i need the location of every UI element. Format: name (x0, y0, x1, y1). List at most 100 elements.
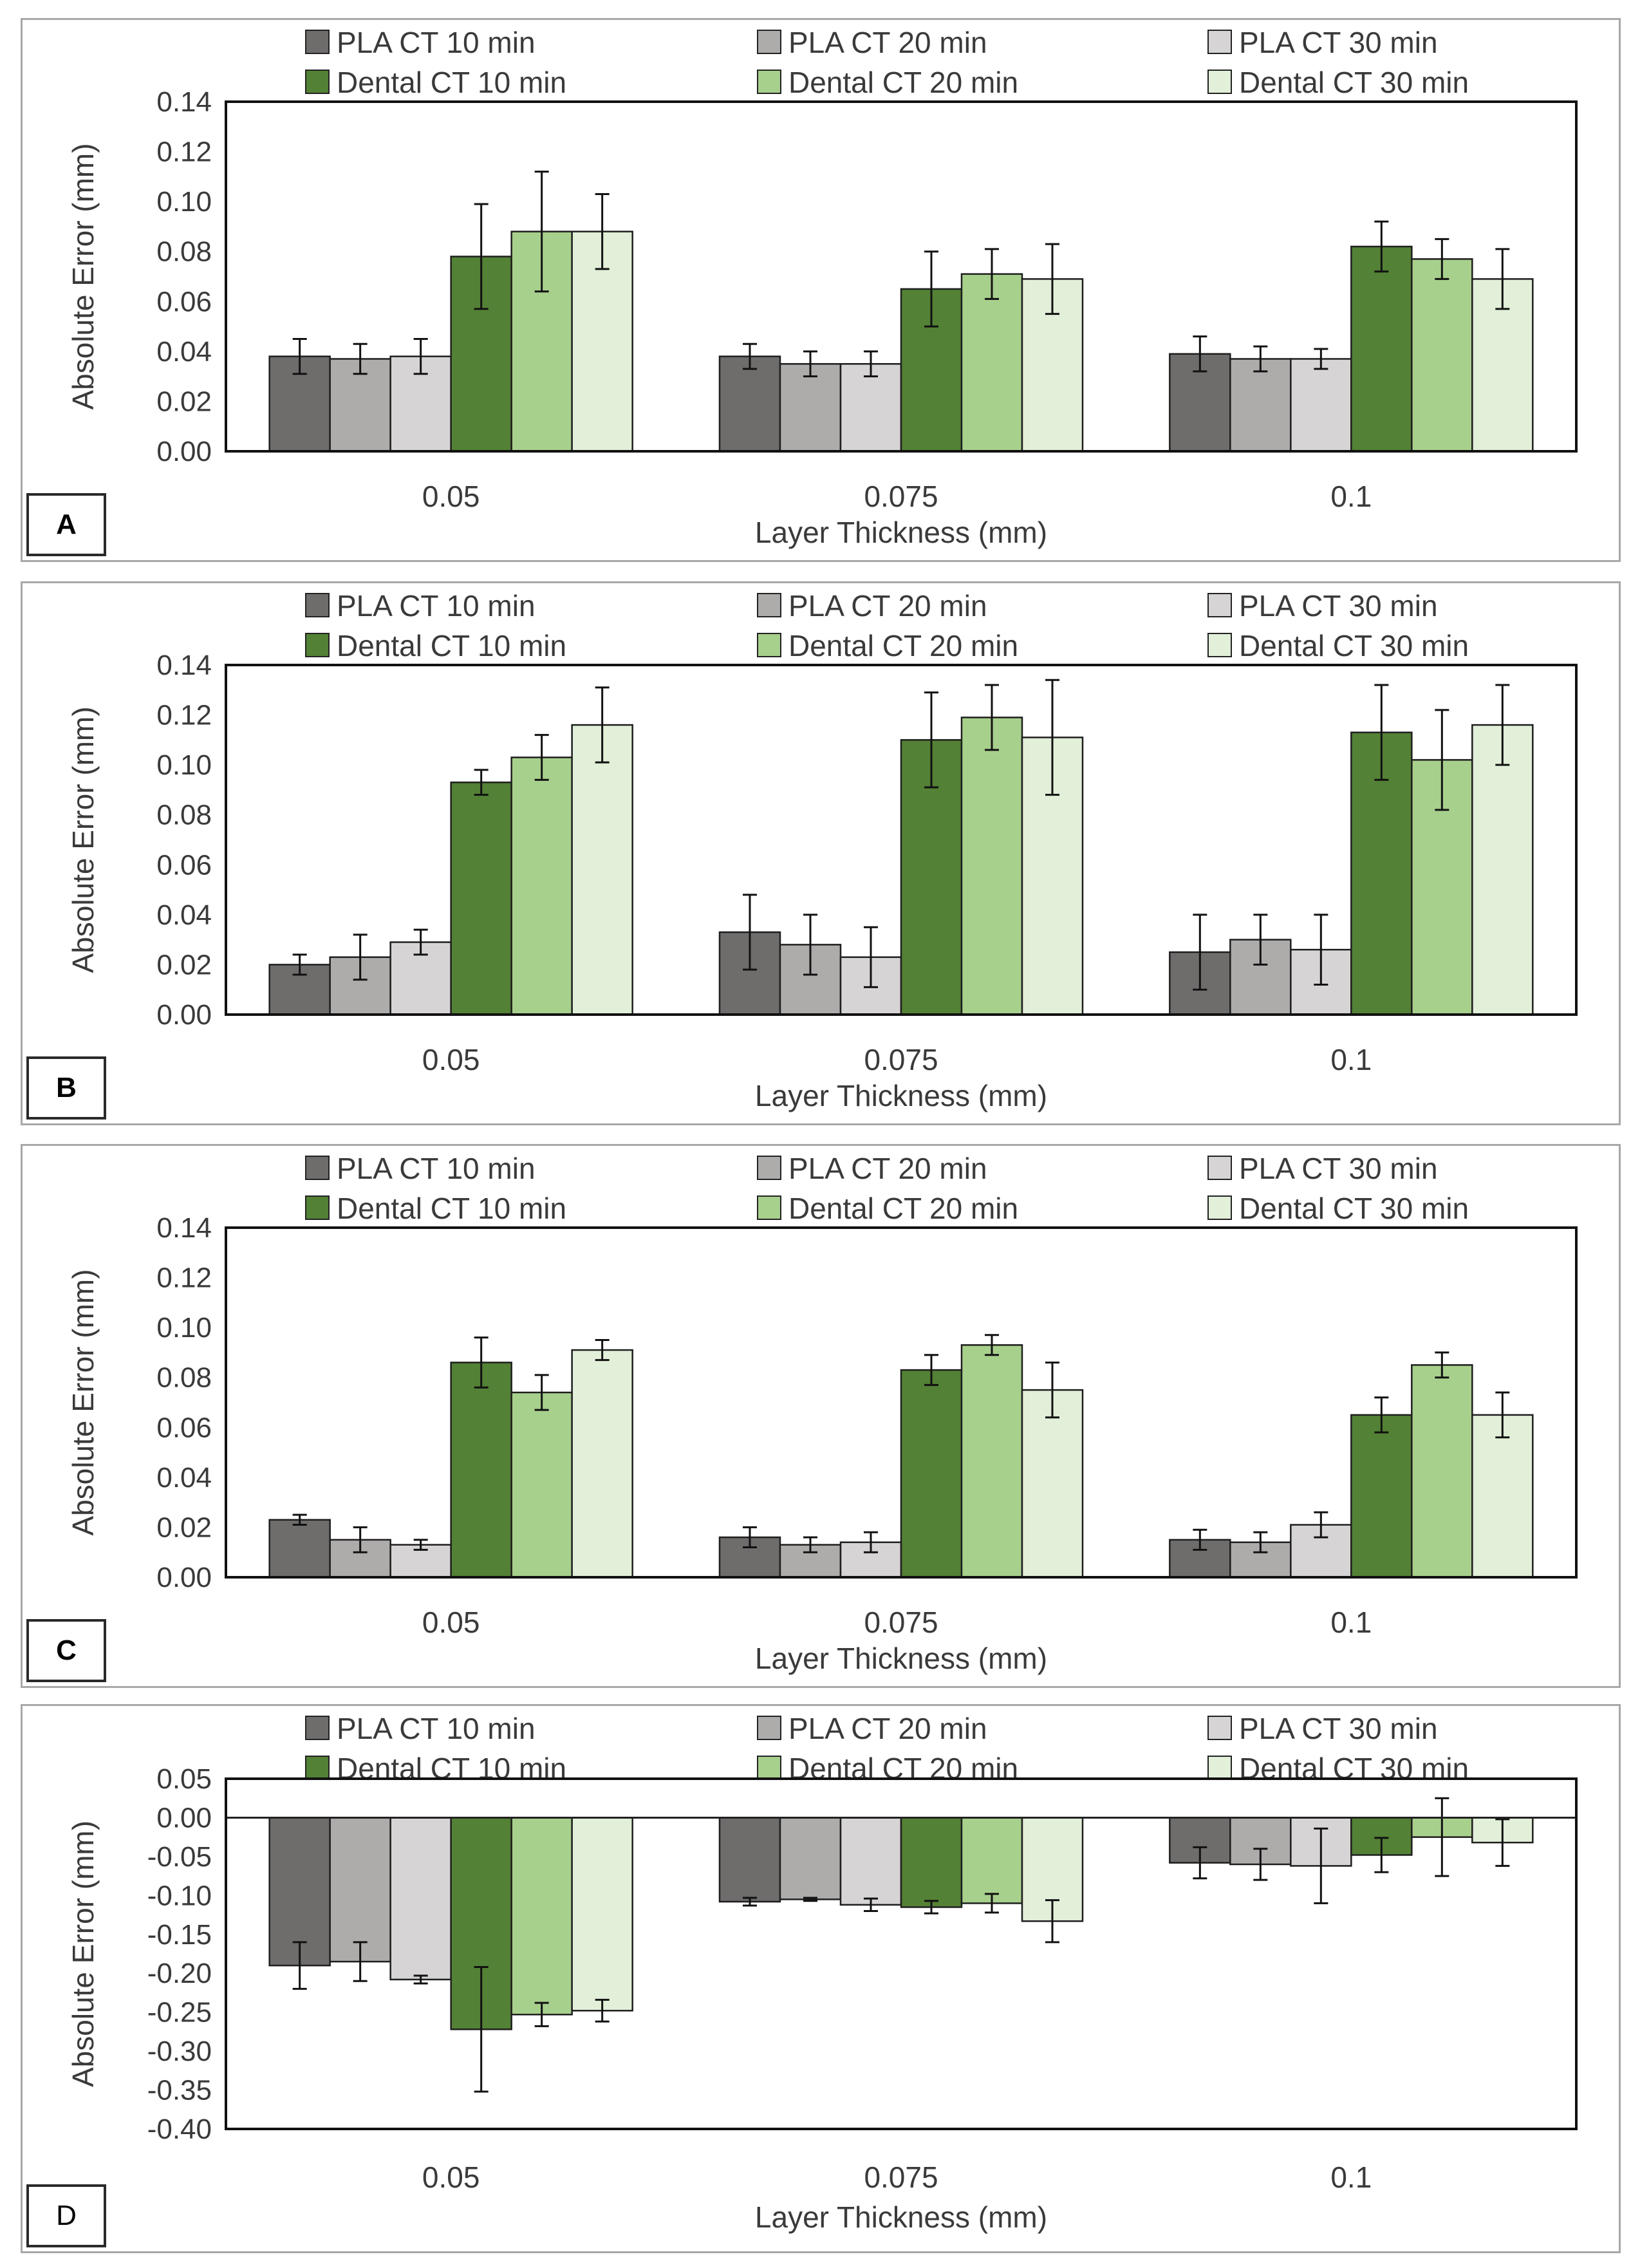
y-tick-label: 0.12 (156, 1262, 212, 1294)
y-tick-label: 0.08 (156, 236, 212, 268)
y-tick-label: 0.14 (156, 1212, 212, 1244)
bar (571, 1349, 633, 1579)
y-tick-label: 0.02 (156, 949, 212, 980)
bar (268, 1817, 331, 1967)
legend-swatch (305, 593, 330, 617)
bar (329, 1817, 391, 1963)
bar (839, 1817, 902, 1906)
legend-label: Dental CT 10 min (337, 1192, 566, 1225)
bar (1229, 358, 1292, 453)
bar (839, 363, 902, 453)
chart-panel-b: PLA CT 10 min PLA CT 20 min PLA CT 30 min D… (21, 581, 1621, 1125)
bar (450, 782, 512, 1016)
bar (900, 1817, 963, 1908)
chart-svg-a: PLA CT 10 min PLA CT 20 min PLA CT 30 min D… (66, 26, 1578, 549)
x-category-label: 0.1 (1330, 1606, 1372, 1639)
bar (779, 1817, 842, 1900)
bar (900, 1369, 963, 1579)
y-tick-label: 0.04 (156, 336, 212, 368)
y-tick-label: -0.25 (147, 1997, 212, 2029)
legend-label: Dental CT 10 min (337, 66, 566, 99)
legend-label: PLA CT 10 min (337, 1712, 536, 1745)
bar (960, 1817, 1023, 1904)
bar (960, 717, 1023, 1016)
legend-label: Dental CT 20 min (788, 1192, 1018, 1225)
x-category-label: 0.075 (864, 1043, 938, 1076)
y-tick-label: 0.10 (156, 1312, 212, 1344)
y-tick-label: 0.08 (156, 1362, 212, 1394)
legend-swatch (757, 1156, 781, 1180)
legend-label: PLA CT 20 min (788, 1152, 987, 1185)
chart-panel-c: PLA CT 10 min PLA CT 20 min PLA CT 30 min D… (21, 1144, 1621, 1688)
y-tick-label: 0.06 (156, 286, 212, 317)
legend-swatch (1207, 70, 1232, 94)
x-axis-label: Layer Thickness (mm) (755, 516, 1047, 549)
bar (510, 1391, 573, 1579)
panel-label-d: D (26, 2184, 106, 2247)
legend-label: PLA CT 20 min (788, 589, 987, 623)
chart-svg-c: PLA CT 10 min PLA CT 20 min PLA CT 30 min D… (66, 1152, 1578, 1675)
y-tick-label: 0.00 (156, 1562, 212, 1593)
y-tick-label: 0.14 (156, 650, 212, 681)
bar (450, 1362, 512, 1579)
x-category-label: 0.1 (1330, 480, 1372, 513)
legend-swatch (757, 1195, 781, 1220)
bar (571, 724, 633, 1016)
y-tick-label: -0.05 (147, 1841, 212, 1873)
bar (1290, 358, 1352, 453)
y-tick-label: 0.00 (156, 999, 212, 1031)
x-axis-label: Layer Thickness (mm) (755, 1642, 1047, 1675)
legend-swatch (757, 30, 781, 54)
y-tick-label: 0.14 (156, 86, 212, 118)
legend-swatch (757, 70, 781, 94)
bar (960, 1344, 1023, 1579)
bar (1350, 1414, 1413, 1579)
y-tick-label: 0.04 (156, 899, 212, 931)
legend-label: Dental CT 10 min (337, 1752, 566, 1785)
legend-label: Dental CT 10 min (337, 629, 566, 662)
bar (389, 1817, 452, 1981)
chart-svg-b: PLA CT 10 min PLA CT 20 min PLA CT 30 min D… (66, 589, 1578, 1112)
legend-label: Dental CT 20 min (788, 66, 1018, 99)
legend-swatch (305, 1756, 330, 1780)
legend-label: PLA CT 30 min (1239, 26, 1438, 59)
legend-swatch (1207, 1756, 1232, 1780)
x-category-label: 0.1 (1330, 2160, 1372, 2194)
x-category-label: 0.05 (422, 1606, 480, 1639)
panel-label-a: A (26, 493, 106, 556)
y-tick-label: 0.02 (156, 386, 212, 417)
y-tick-label: -0.40 (147, 2113, 212, 2145)
y-tick-label: 0.00 (156, 436, 212, 467)
y-tick-label: 0.04 (156, 1462, 212, 1494)
bar (1471, 1414, 1534, 1579)
x-category-label: 0.075 (864, 1606, 938, 1639)
bar (718, 1817, 781, 1903)
bar (1411, 258, 1473, 453)
bar (510, 1817, 573, 2016)
legend-swatch (1207, 1156, 1232, 1180)
x-category-label: 0.1 (1330, 1043, 1372, 1076)
y-tick-label: 0.06 (156, 1412, 212, 1443)
legend-swatch (757, 633, 781, 657)
x-category-label: 0.05 (422, 2160, 480, 2194)
y-tick-label: 0.10 (156, 186, 212, 218)
legend-swatch (305, 1716, 330, 1740)
legend-label: PLA CT 20 min (788, 1712, 987, 1745)
y-tick-label: -0.30 (147, 2036, 212, 2067)
bar (1411, 1364, 1473, 1579)
legend-label: Dental CT 30 min (1239, 1752, 1469, 1785)
legend-swatch (1207, 633, 1232, 657)
x-category-label: 0.075 (864, 480, 938, 513)
legend-swatch (1207, 593, 1232, 617)
legend-swatch (305, 1156, 330, 1180)
legend-swatch (305, 30, 330, 54)
bar (960, 273, 1023, 453)
legend-label: Dental CT 30 min (1239, 66, 1469, 99)
legend-label: PLA CT 30 min (1239, 1152, 1438, 1185)
bar (718, 355, 781, 453)
y-tick-label: 0.06 (156, 849, 212, 881)
legend-label: Dental CT 30 min (1239, 629, 1469, 662)
y-tick-label: 0.08 (156, 800, 212, 831)
y-axis-label: Absolute Error (mm) (66, 1821, 100, 2087)
y-tick-label: -0.20 (147, 1958, 212, 1989)
